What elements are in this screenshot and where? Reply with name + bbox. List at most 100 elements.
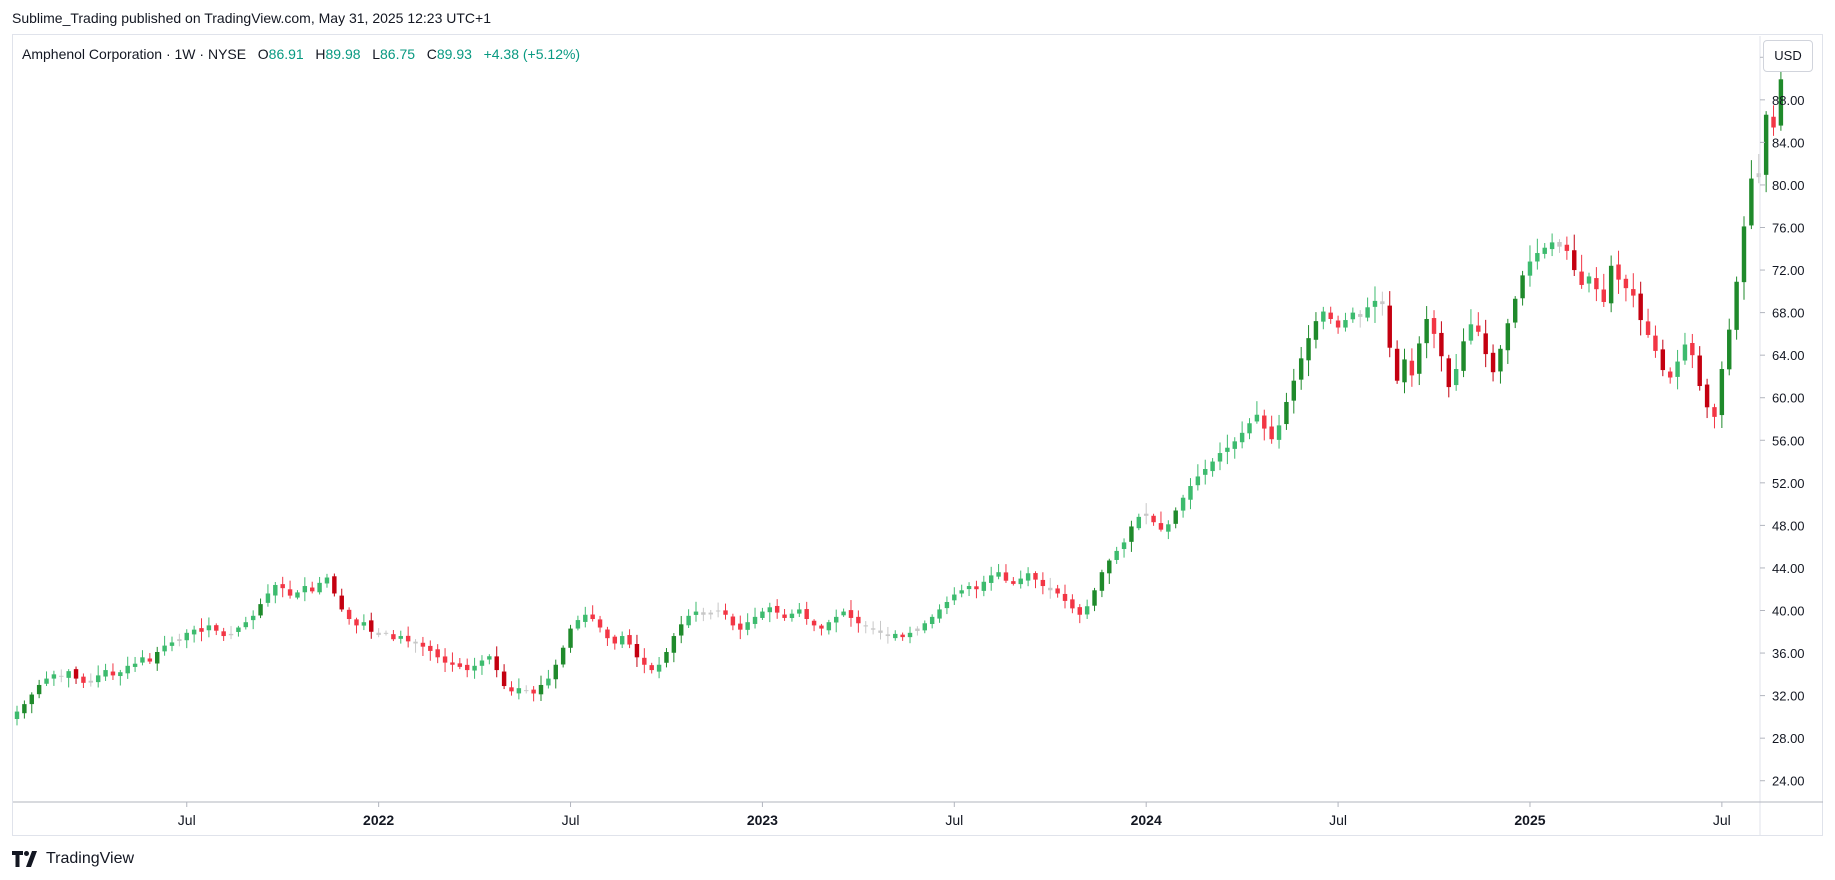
candle-body [664,651,669,663]
candle [442,648,448,673]
candle [1535,238,1540,270]
candle [81,673,86,689]
candle [1520,270,1525,306]
candle-body [996,572,1001,577]
candle-body [1210,461,1215,472]
candle [553,659,558,689]
candle-body [1011,581,1016,584]
candle-body [1453,368,1459,386]
high-label: H [315,46,326,62]
candle [1719,361,1725,429]
candle [428,640,433,661]
tradingview-logo[interactable]: TradingView [12,850,134,868]
candle [642,648,647,674]
candle [1372,286,1378,323]
candle [22,700,27,719]
candle [560,645,566,668]
candle-body [1549,242,1555,250]
candle [1667,367,1673,384]
candle [339,588,344,612]
candle-body [929,616,935,624]
candle-body [66,671,71,678]
candle-body [1446,358,1452,388]
candle-body [1121,542,1127,550]
y-tick-label: 24.00 [1772,774,1805,789]
candle [1660,339,1666,377]
candle [258,598,263,619]
candle [472,657,477,679]
candle-body [1417,343,1422,374]
currency-button[interactable]: USD [1763,40,1813,72]
candle [457,658,463,670]
candle [1468,309,1474,345]
candle-body [132,663,138,667]
candle [1129,520,1134,552]
candle-body [1631,289,1636,296]
candle-body [265,593,271,603]
candle-body [1409,360,1415,376]
candle-body [1667,371,1673,378]
open-label: O [257,46,269,62]
candle-body [280,584,285,589]
candle-body [118,672,123,677]
candle-body [29,694,34,705]
candle [1549,233,1555,257]
candle [952,587,957,605]
candle [1380,291,1385,316]
candle-body [295,592,300,598]
candle [1011,577,1016,586]
candle-body [376,632,381,635]
candle [243,616,249,630]
tradingview-brand: TradingView [46,850,135,867]
candle [1512,296,1518,329]
candle-body [1136,516,1142,529]
candle [501,664,507,690]
candle-body [339,595,344,610]
candle [509,681,514,696]
candle-body [841,611,846,616]
candle-body [1276,425,1282,440]
candle [760,607,765,620]
candle-body [1203,469,1208,475]
candle-body [1055,588,1060,594]
x-tick-label: 2024 [1131,812,1162,828]
candle-body [1099,572,1105,591]
candle-body [1358,314,1363,317]
candle [95,665,101,688]
candle-body [856,616,861,624]
candle-body [258,604,263,616]
candle [494,646,499,678]
candle [730,613,736,631]
candle [1328,306,1333,324]
close-label: C [426,46,437,62]
candle-body [1439,332,1444,357]
candle [679,616,684,644]
candle [1439,321,1444,372]
candle-body [1306,338,1311,361]
candle-body [634,643,640,658]
candle-body [760,611,765,618]
candle-body [1557,242,1562,247]
symbol-legend: Amphenol Corporation · 1W · NYSE O86.91 … [22,46,580,62]
candle [191,625,197,643]
candle-body [1749,178,1754,226]
candle-body [1778,79,1784,126]
candle-body [679,624,684,636]
candle [1276,414,1282,449]
candle-body [952,594,957,601]
candle-body [110,671,116,676]
candle [1040,572,1046,595]
candle-body [273,584,278,596]
candle-body [1394,348,1400,381]
candle [125,656,130,679]
candle-body [627,635,632,645]
candle [708,609,713,620]
candle [723,603,728,620]
candle-body [184,632,189,641]
candle-body [1741,226,1747,283]
candle [162,635,167,656]
candle-body [524,690,529,692]
candle-body [1298,358,1304,380]
candle [206,617,212,638]
